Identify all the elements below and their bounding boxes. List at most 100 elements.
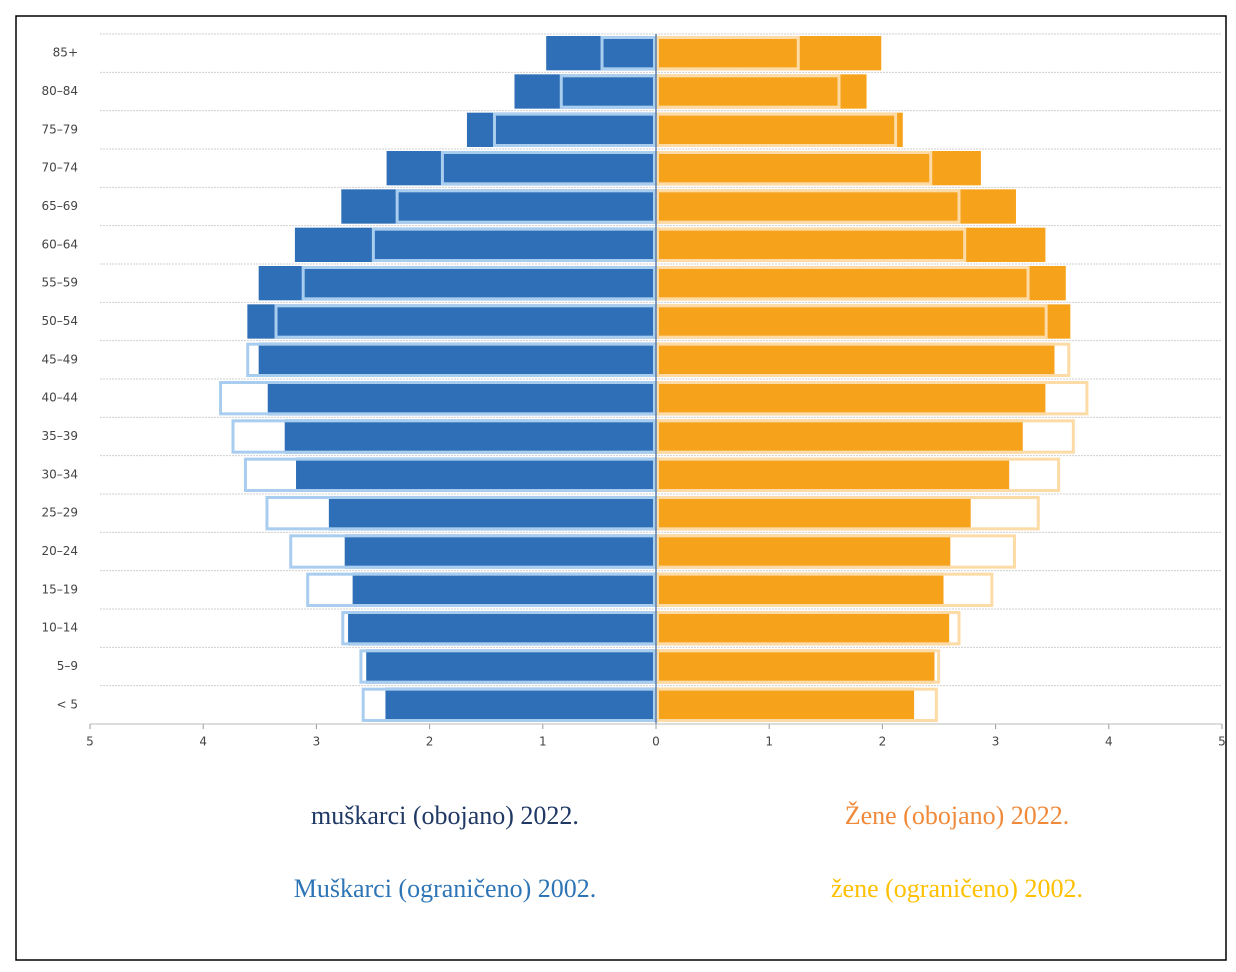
bar-outline	[656, 534, 1016, 569]
bar-outline	[600, 36, 656, 71]
bar	[366, 649, 656, 684]
category-label: 60–64	[41, 237, 78, 251]
bar-outline	[246, 342, 656, 377]
bar	[514, 74, 656, 109]
bar-outline	[656, 649, 941, 684]
bar	[258, 342, 656, 377]
bar-outline	[656, 419, 1075, 454]
bar-outline	[492, 112, 656, 147]
bar-outline	[265, 496, 656, 531]
bar-outline	[341, 611, 656, 646]
x-tick-label: 2	[879, 735, 887, 749]
category-label: 70–74	[41, 161, 78, 175]
bar	[296, 457, 656, 492]
bar-outline	[656, 572, 994, 608]
bar	[656, 419, 1023, 454]
bar	[656, 611, 950, 646]
legend-entry: Žene (obojano) 2022.	[845, 801, 1070, 830]
bar	[341, 189, 656, 224]
bar-outline	[219, 381, 656, 416]
bar-outline	[656, 36, 800, 71]
category-label: 55–59	[41, 276, 78, 290]
x-tick-label: 3	[992, 735, 1000, 749]
bar-outline	[289, 534, 656, 569]
x-tick-label: 1	[539, 735, 547, 749]
category-label: 35–39	[41, 429, 78, 443]
bar-outline	[274, 304, 656, 339]
bar-outline	[231, 419, 656, 454]
x-tick-label: 1	[765, 735, 773, 749]
legend-entry: Muškarci (ograničeno) 2002.	[294, 874, 597, 903]
bar	[656, 381, 1046, 416]
category-label: 45–49	[41, 352, 78, 366]
bar-outline	[656, 342, 1071, 377]
bar-outline	[559, 74, 657, 109]
x-tick-label: 0	[652, 735, 660, 749]
bar	[656, 649, 935, 684]
bar	[247, 304, 656, 339]
x-tick-label: 2	[426, 735, 434, 749]
bar	[656, 189, 1016, 224]
legend-entry: muškarci (obojano) 2022.	[311, 801, 579, 830]
bar	[656, 496, 971, 531]
bar	[656, 266, 1066, 301]
x-tick-label: 4	[1105, 735, 1113, 749]
bar	[656, 36, 882, 71]
bar	[656, 342, 1055, 377]
bar-outline	[656, 151, 933, 186]
x-tick-label: 3	[313, 735, 321, 749]
category-label: 40–44	[41, 391, 78, 405]
bar	[656, 687, 915, 722]
bar-outline	[243, 457, 656, 492]
bar-outline	[361, 687, 656, 723]
bar-outline	[656, 381, 1089, 416]
bar-outline	[656, 112, 898, 147]
category-label: 75–79	[41, 122, 78, 136]
bar	[656, 227, 1046, 262]
bar	[385, 687, 656, 722]
category-label: 25–29	[41, 506, 78, 520]
bar-outline	[656, 687, 938, 723]
frame	[15, 15, 1227, 961]
bar	[656, 572, 944, 607]
bar	[656, 304, 1071, 339]
bar	[267, 381, 656, 416]
bar-outline	[301, 266, 656, 301]
bar-outline	[656, 457, 1061, 492]
bar-outline	[440, 151, 657, 186]
bar-outline	[656, 304, 1048, 339]
category-label: 10–14	[41, 621, 78, 635]
bar-outline	[656, 189, 961, 224]
bar	[258, 266, 656, 301]
bar	[348, 611, 656, 646]
bar	[466, 112, 656, 147]
bar-outline	[359, 649, 656, 684]
bar-outline	[306, 572, 656, 608]
bar	[284, 419, 656, 454]
bar-outline	[656, 266, 1030, 301]
bar-outline	[656, 74, 841, 109]
category-label: 50–54	[41, 314, 78, 328]
category-label: 15–19	[41, 582, 78, 596]
x-tick-label: 5	[86, 735, 94, 749]
bar	[656, 534, 951, 569]
bar	[328, 496, 656, 531]
bar	[294, 227, 656, 262]
legend-entry: žene (ograničeno) 2002.	[831, 874, 1083, 903]
bar-outline	[395, 189, 656, 224]
category-label: 30–34	[41, 467, 78, 481]
x-tick-label: 5	[1218, 735, 1226, 749]
bar	[656, 112, 903, 147]
bar	[386, 151, 656, 186]
bar-outline	[656, 611, 961, 646]
bar	[656, 151, 981, 186]
bar	[352, 572, 656, 607]
x-tick-label: 4	[199, 735, 207, 749]
category-label: 85+	[53, 46, 78, 60]
bar	[344, 534, 656, 569]
category-label: 65–69	[41, 199, 78, 213]
bar-outline	[656, 496, 1040, 531]
bar-outline	[656, 227, 967, 263]
bar-outline	[371, 227, 656, 263]
